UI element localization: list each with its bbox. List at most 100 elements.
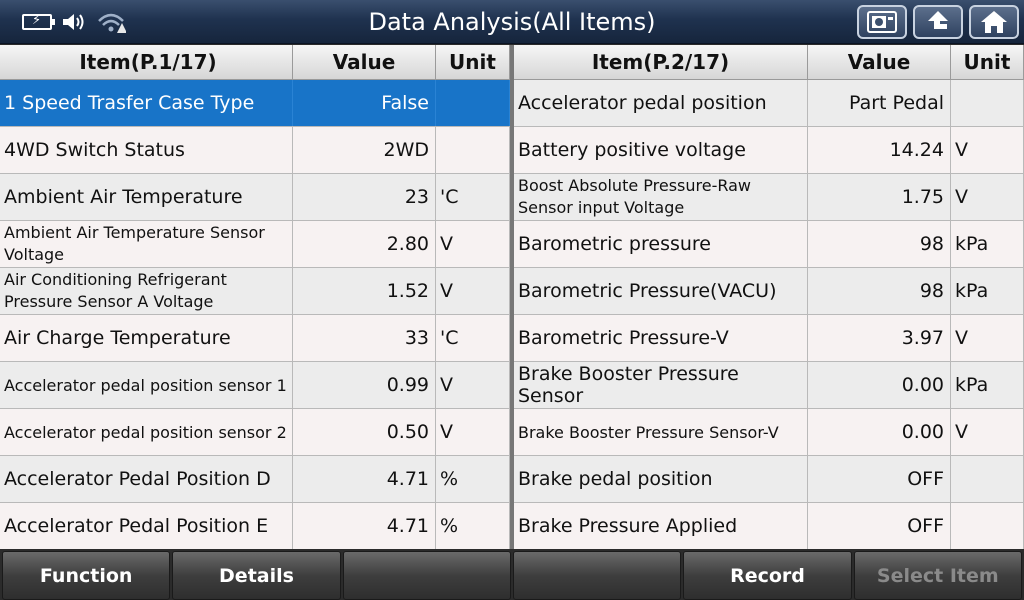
item-value: 33 — [293, 315, 436, 361]
item-value: 1.52 — [293, 268, 436, 314]
item-name: Ambient Air Temperature — [0, 174, 293, 220]
item-value: 23 — [293, 174, 436, 220]
table-row[interactable]: Air Conditioning Refrigerant Pressure Se… — [0, 268, 510, 315]
table-row[interactable]: Accelerator Pedal Position E 4.71 % — [0, 503, 510, 550]
item-name: Accelerator pedal position — [514, 80, 808, 126]
item-unit: V — [436, 409, 510, 455]
item-value: 1.75 — [808, 174, 951, 220]
item-name: 4WD Switch Status — [0, 127, 293, 173]
item-name: Brake Booster Pressure Sensor — [514, 362, 808, 408]
item-unit: kPa — [951, 221, 1024, 267]
item-name: Brake pedal position — [514, 456, 808, 502]
item-unit: kPa — [951, 268, 1024, 314]
details-button[interactable]: Details — [172, 551, 341, 600]
item-value: 3.97 — [808, 315, 951, 361]
table-row[interactable]: Barometric Pressure(VACU) 98 kPa — [514, 268, 1024, 315]
table-row[interactable]: Barometric Pressure-V 3.97 V — [514, 315, 1024, 362]
column-header-item[interactable]: Item(P.2/17) — [514, 45, 808, 79]
table-header: Item(P.2/17) Value Unit — [514, 45, 1024, 80]
item-name: Air Charge Temperature — [0, 315, 293, 361]
table-row[interactable]: Brake Booster Pressure Sensor-V 0.00 V — [514, 409, 1024, 456]
item-unit: V — [951, 409, 1024, 455]
item-unit — [436, 80, 510, 126]
column-header-value[interactable]: Value — [808, 45, 951, 79]
status-icons: ⚡ — [22, 8, 126, 36]
item-value: 4.71 — [293, 503, 436, 549]
item-unit: V — [951, 127, 1024, 173]
item-unit — [951, 80, 1024, 126]
home-icon — [981, 11, 1007, 33]
item-unit — [951, 456, 1024, 502]
back-button[interactable] — [913, 5, 963, 39]
column-header-value[interactable]: Value — [293, 45, 436, 79]
function-button[interactable]: Function — [2, 551, 171, 600]
item-unit — [436, 127, 510, 173]
item-value: 0.00 — [808, 362, 951, 408]
item-value: 0.00 — [808, 409, 951, 455]
item-name: Accelerator Pedal Position D — [0, 456, 293, 502]
wifi-warning-icon — [98, 13, 126, 33]
column-header-unit[interactable]: Unit — [436, 45, 510, 79]
table-row[interactable]: Accelerator pedal position sensor 2 0.50… — [0, 409, 510, 456]
item-unit: % — [436, 503, 510, 549]
table-row[interactable]: Brake Pressure Applied OFF — [514, 503, 1024, 550]
title-bar: ⚡ Data Analysis(All Items) — [0, 0, 1024, 44]
item-name: Barometric Pressure-V — [514, 315, 808, 361]
item-value: 14.24 — [808, 127, 951, 173]
table-row[interactable]: Accelerator pedal position sensor 1 0.99… — [0, 362, 510, 409]
home-button[interactable] — [969, 5, 1019, 39]
panel-divider — [510, 45, 514, 549]
table-row[interactable]: Battery positive voltage 14.24 V — [514, 127, 1024, 174]
screenshot-icon — [867, 11, 897, 33]
item-unit: V — [951, 315, 1024, 361]
column-header-item[interactable]: Item(P.1/17) — [0, 45, 293, 79]
table-row[interactable]: Accelerator Pedal Position D 4.71 % — [0, 456, 510, 503]
item-name: Air Conditioning Refrigerant Pressure Se… — [0, 268, 293, 314]
empty-button-4[interactable] — [512, 551, 682, 600]
battery-charging-icon: ⚡ — [22, 13, 55, 30]
item-value: 4.71 — [293, 456, 436, 502]
item-unit: V — [436, 221, 510, 267]
page-title: Data Analysis(All Items) — [368, 8, 656, 36]
left-data-table: Item(P.1/17) Value Unit 1 Speed Trasfer … — [0, 45, 510, 550]
item-name: 1 Speed Trasfer Case Type — [0, 80, 293, 126]
screenshot-button[interactable] — [857, 5, 907, 39]
item-unit: 'C — [436, 174, 510, 220]
bottom-toolbar: Function Details Record Select Item — [0, 549, 1024, 600]
item-name: Ambient Air Temperature Sensor Voltage — [0, 221, 293, 267]
table-row[interactable]: 1 Speed Trasfer Case Type False — [0, 80, 510, 127]
table-row[interactable]: 4WD Switch Status 2WD — [0, 127, 510, 174]
item-value: 2.80 — [293, 221, 436, 267]
empty-button-3[interactable] — [342, 551, 511, 600]
table-row[interactable]: Boost Absolute Pressure-Raw Sensor input… — [514, 174, 1024, 221]
table-row[interactable]: Brake pedal position OFF — [514, 456, 1024, 503]
item-unit: V — [951, 174, 1024, 220]
table-row[interactable]: Accelerator pedal position Part Pedal — [514, 80, 1024, 127]
item-name: Accelerator pedal position sensor 1 — [0, 362, 293, 408]
item-value: False — [293, 80, 436, 126]
item-unit: V — [436, 362, 510, 408]
item-value: 0.99 — [293, 362, 436, 408]
select-item-button[interactable]: Select Item — [853, 551, 1022, 600]
item-value: Part Pedal — [808, 80, 951, 126]
item-name: Battery positive voltage — [514, 127, 808, 173]
table-row[interactable]: Barometric pressure 98 kPa — [514, 221, 1024, 268]
table-row[interactable]: Ambient Air Temperature 23 'C — [0, 174, 510, 221]
item-name: Accelerator Pedal Position E — [0, 503, 293, 549]
table-row[interactable]: Ambient Air Temperature Sensor Voltage 2… — [0, 221, 510, 268]
speaker-icon — [63, 14, 84, 30]
record-button[interactable]: Record — [683, 551, 852, 600]
item-name: Barometric pressure — [514, 221, 808, 267]
table-header: Item(P.1/17) Value Unit — [0, 45, 510, 80]
table-row[interactable]: Brake Booster Pressure Sensor 0.00 kPa — [514, 362, 1024, 409]
item-unit: V — [436, 268, 510, 314]
right-data-table: Item(P.2/17) Value Unit Accelerator peda… — [514, 45, 1024, 550]
item-value: 0.50 — [293, 409, 436, 455]
item-value: 98 — [808, 268, 951, 314]
back-icon — [928, 11, 948, 29]
item-value: 98 — [808, 221, 951, 267]
item-value: OFF — [808, 456, 951, 502]
column-header-unit[interactable]: Unit — [951, 45, 1024, 79]
item-name: Brake Pressure Applied — [514, 503, 808, 549]
table-row[interactable]: Air Charge Temperature 33 'C — [0, 315, 510, 362]
